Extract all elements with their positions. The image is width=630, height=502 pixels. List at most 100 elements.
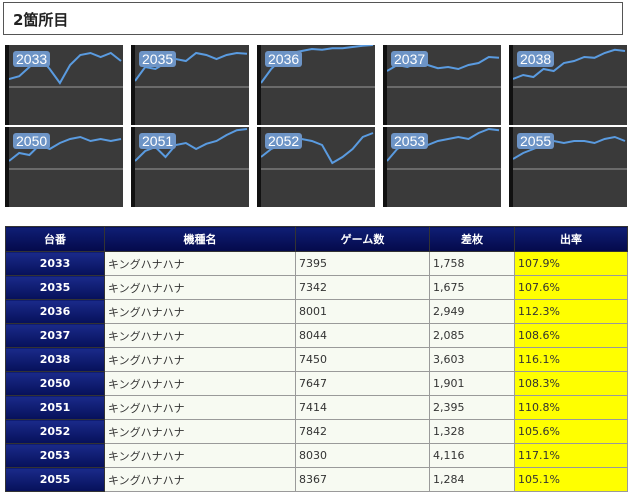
difference-cell: 4,116 — [429, 443, 515, 468]
thumbnail-graph — [513, 135, 627, 170]
graph-line — [9, 135, 122, 162]
difference-cell: 1,284 — [429, 467, 515, 492]
table-row: 2038 キングハナハナ 7450 3,603 116.1% — [5, 347, 628, 372]
graph-thumbnail[interactable]: 2053 — [383, 127, 501, 207]
graph-thumbnail[interactable]: 2038 — [509, 45, 627, 125]
difference-cell: 1,758 — [429, 251, 515, 276]
header-difference: 差枚 — [429, 226, 515, 252]
payout-rate-cell: 110.8% — [514, 395, 628, 420]
thumbnail-label: 2050 — [13, 133, 51, 149]
game-count-cell: 7647 — [295, 371, 430, 396]
graph-line — [513, 135, 626, 160]
game-count-cell: 8367 — [295, 467, 430, 492]
model-name-cell: キングハナハナ — [104, 419, 296, 444]
table-row: 2036 キングハナハナ 8001 2,949 112.3% — [5, 299, 628, 324]
model-name-cell: キングハナハナ — [104, 347, 296, 372]
model-name-cell: キングハナハナ — [104, 395, 296, 420]
graph-line — [135, 51, 248, 82]
machine-number-cell[interactable]: 2053 — [5, 443, 105, 468]
model-name-cell: キングハナハナ — [104, 467, 296, 492]
payout-rate-cell: 105.6% — [514, 419, 628, 444]
machine-graph-thumbnails: 2033 2035 2036 2037 2038 2050 2051 2052 2053 2055 — [5, 45, 627, 209]
table-row: 2053 キングハナハナ 8030 4,116 117.1% — [5, 443, 628, 468]
thumbnail-label: 2037 — [391, 51, 429, 67]
game-count-cell: 7414 — [295, 395, 430, 420]
header-model-name: 機種名 — [104, 226, 296, 252]
difference-cell: 3,603 — [429, 347, 515, 372]
table-header-row: 台番 機種名 ゲーム数 差枚 出率 — [5, 226, 628, 252]
thumbnail-label: 2052 — [265, 133, 303, 149]
model-name-cell: キングハナハナ — [104, 251, 296, 276]
machine-number-cell[interactable]: 2037 — [5, 323, 105, 348]
header-machine-number: 台番 — [5, 226, 105, 252]
graph-line — [9, 51, 122, 85]
thumbnail-graph — [513, 48, 627, 88]
graph-thumbnail[interactable]: 2035 — [131, 45, 249, 125]
graph-thumbnail[interactable]: 2055 — [509, 127, 627, 207]
model-name-cell: キングハナハナ — [104, 443, 296, 468]
section-title: 2箇所目 — [13, 11, 69, 29]
table-row: 2037 キングハナハナ 8044 2,085 108.6% — [5, 323, 628, 348]
graph-thumbnail[interactable]: 2052 — [257, 127, 375, 207]
header-game-count: ゲーム数 — [295, 226, 430, 252]
thumbnail-label: 2033 — [13, 51, 51, 67]
machine-results-table: 台番 機種名 ゲーム数 差枚 出率 2033 キングハナハナ 7395 1,758 10… — [5, 226, 628, 492]
graph-thumbnail[interactable]: 2037 — [383, 45, 501, 125]
machine-number-cell[interactable]: 2033 — [5, 251, 105, 276]
table-row: 2051 キングハナハナ 7414 2,395 110.8% — [5, 395, 628, 420]
table-row: 2050 キングハナハナ 7647 1,901 108.3% — [5, 371, 628, 396]
thumbnail-graph — [9, 51, 123, 88]
difference-cell: 1,901 — [429, 371, 515, 396]
thumbnail-label: 2038 — [517, 51, 555, 67]
thumbnail-label: 2036 — [265, 51, 303, 67]
section-header: 2箇所目 — [3, 2, 623, 35]
model-name-cell: キングハナハナ — [104, 371, 296, 396]
game-count-cell: 7342 — [295, 275, 430, 300]
graph-thumbnail[interactable]: 2051 — [131, 127, 249, 207]
thumbnail-label: 2051 — [139, 133, 177, 149]
machine-number-cell[interactable]: 2055 — [5, 467, 105, 492]
game-count-cell: 8001 — [295, 299, 430, 324]
machine-number-cell[interactable]: 2050 — [5, 371, 105, 396]
machine-number-cell[interactable]: 2036 — [5, 299, 105, 324]
thumbnail-label: 2053 — [391, 133, 429, 149]
model-name-cell: キングハナハナ — [104, 275, 296, 300]
thumbnail-graph — [9, 135, 123, 170]
table-row: 2035 キングハナハナ 7342 1,675 107.6% — [5, 275, 628, 300]
thumbnail-graph — [135, 51, 249, 88]
game-count-cell: 7450 — [295, 347, 430, 372]
payout-rate-cell: 108.6% — [514, 323, 628, 348]
payout-rate-cell: 105.1% — [514, 467, 628, 492]
machine-number-cell[interactable]: 2038 — [5, 347, 105, 372]
payout-rate-cell: 108.3% — [514, 371, 628, 396]
payout-rate-cell: 116.1% — [514, 347, 628, 372]
machine-number-cell[interactable]: 2035 — [5, 275, 105, 300]
thumbnail-label: 2035 — [139, 51, 177, 67]
game-count-cell: 8030 — [295, 443, 430, 468]
difference-cell: 2,949 — [429, 299, 515, 324]
payout-rate-cell: 112.3% — [514, 299, 628, 324]
difference-cell: 2,395 — [429, 395, 515, 420]
machine-number-cell[interactable]: 2051 — [5, 395, 105, 420]
graph-thumbnail[interactable]: 2050 — [5, 127, 123, 207]
payout-rate-cell: 107.9% — [514, 251, 628, 276]
table-row: 2033 キングハナハナ 7395 1,758 107.9% — [5, 251, 628, 276]
payout-rate-cell: 107.6% — [514, 275, 628, 300]
model-name-cell: キングハナハナ — [104, 299, 296, 324]
machine-number-cell[interactable]: 2052 — [5, 419, 105, 444]
graph-line — [513, 48, 626, 80]
table-row: 2052 キングハナハナ 7842 1,328 105.6% — [5, 419, 628, 444]
game-count-cell: 7395 — [295, 251, 430, 276]
game-count-cell: 7842 — [295, 419, 430, 444]
game-count-cell: 8044 — [295, 323, 430, 348]
graph-thumbnail[interactable]: 2036 — [257, 45, 375, 125]
difference-cell: 1,328 — [429, 419, 515, 444]
model-name-cell: キングハナハナ — [104, 323, 296, 348]
table-row: 2055 キングハナハナ 8367 1,284 105.1% — [5, 467, 628, 492]
difference-cell: 1,675 — [429, 275, 515, 300]
payout-rate-cell: 117.1% — [514, 443, 628, 468]
thumbnail-label: 2055 — [517, 133, 555, 149]
difference-cell: 2,085 — [429, 323, 515, 348]
graph-thumbnail[interactable]: 2033 — [5, 45, 123, 125]
header-payout-rate: 出率 — [514, 226, 628, 252]
